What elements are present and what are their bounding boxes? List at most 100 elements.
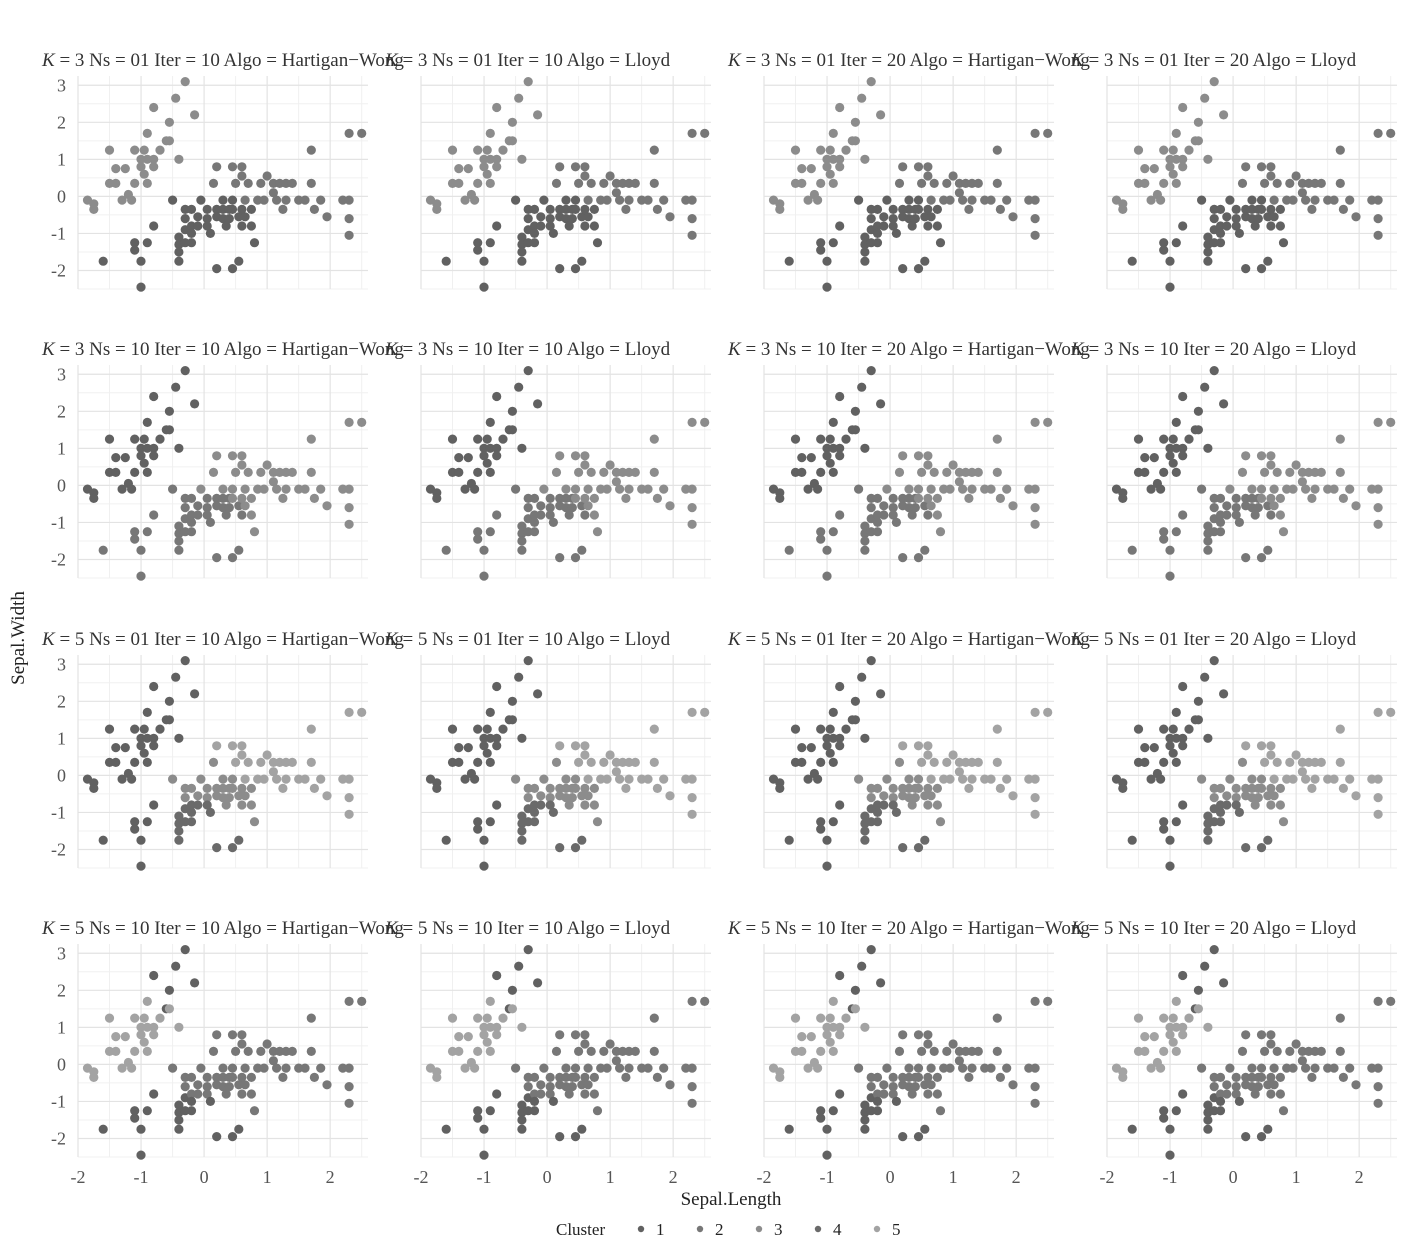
data-point-cluster-1 xyxy=(171,961,181,971)
data-point-cluster-5 xyxy=(825,1013,835,1023)
data-point-cluster-4 xyxy=(186,807,197,818)
x-tick-label: 2 xyxy=(1012,1167,1021,1187)
data-point-cluster-2 xyxy=(1373,1063,1383,1073)
data-point-cluster-3 xyxy=(854,774,864,784)
data-point-cluster-3 xyxy=(237,451,247,461)
data-point-cluster-1 xyxy=(913,264,924,274)
data-point-cluster-4 xyxy=(1203,826,1213,836)
data-point-cluster-2 xyxy=(479,571,489,581)
data-point-cluster-2 xyxy=(888,493,898,503)
data-point-cluster-2 xyxy=(942,1046,952,1056)
data-point-cluster-2 xyxy=(240,1063,250,1073)
data-point-cluster-5 xyxy=(306,757,316,768)
facet-title: K = 3 Ns = 10 Iter = 10 Algo = Lloyd xyxy=(384,339,671,360)
data-point-cluster-5 xyxy=(1288,774,1298,784)
data-point-cluster-5 xyxy=(1133,1013,1144,1023)
data-point-cluster-1 xyxy=(492,221,502,231)
data-point-cluster-5 xyxy=(142,996,152,1007)
data-point-cluster-1 xyxy=(1146,484,1156,494)
data-point-cluster-3 xyxy=(514,93,524,103)
data-point-cluster-2 xyxy=(923,510,933,520)
data-point-cluster-2 xyxy=(1266,1030,1276,1040)
data-point-cluster-1 xyxy=(1149,743,1159,753)
data-point-cluster-2 xyxy=(1285,1046,1295,1056)
data-point-cluster-1 xyxy=(860,247,870,257)
facet-title-k-symbol: K xyxy=(384,50,399,71)
data-point-cluster-4 xyxy=(1215,807,1226,818)
data-point-cluster-1 xyxy=(876,978,886,988)
data-point-cluster-3 xyxy=(479,162,489,172)
data-point-cluster-3 xyxy=(913,484,924,494)
data-point-cluster-5 xyxy=(127,1063,137,1073)
data-point-cluster-2 xyxy=(1278,1106,1289,1116)
data-point-cluster-3 xyxy=(256,467,266,477)
data-point-cluster-2 xyxy=(268,188,278,198)
data-point-cluster-1 xyxy=(539,195,549,205)
data-point-cluster-1 xyxy=(227,204,238,214)
data-point-cluster-2 xyxy=(1291,171,1301,181)
data-point-cluster-2 xyxy=(1297,1046,1307,1056)
data-point-cluster-2 xyxy=(1272,1046,1282,1056)
data-point-cluster-3 xyxy=(533,110,543,120)
data-point-cluster-3 xyxy=(624,467,634,477)
data-point-cluster-2 xyxy=(545,503,555,513)
data-point-cluster-1 xyxy=(202,221,212,231)
data-point-cluster-1 xyxy=(180,238,190,248)
data-point-cluster-1 xyxy=(180,214,190,224)
data-point-cluster-5 xyxy=(775,1072,785,1082)
data-point-cluster-1 xyxy=(205,1096,215,1106)
data-point-cluster-2 xyxy=(866,1072,876,1082)
data-point-cluster-1 xyxy=(234,256,244,266)
data-point-cluster-5 xyxy=(1168,1013,1178,1023)
data-point-cluster-2 xyxy=(1159,534,1169,544)
data-point-cluster-3 xyxy=(218,783,228,794)
data-point-cluster-3 xyxy=(913,774,924,784)
data-point-cluster-3 xyxy=(218,484,228,494)
data-point-cluster-2 xyxy=(136,545,146,555)
data-point-cluster-1 xyxy=(485,757,495,768)
data-point-cluster-1 xyxy=(570,204,581,214)
data-point-cluster-5 xyxy=(806,1032,816,1042)
data-point-cluster-1 xyxy=(910,214,920,224)
data-point-cluster-2 xyxy=(1304,178,1314,188)
data-point-cluster-1 xyxy=(1193,715,1203,725)
data-point-cluster-5 xyxy=(473,1046,483,1056)
data-point-cluster-2 xyxy=(1285,178,1295,188)
data-point-cluster-3 xyxy=(507,136,517,146)
data-point-cluster-1 xyxy=(1234,228,1244,238)
data-point-cluster-3 xyxy=(294,484,304,494)
data-point-cluster-5 xyxy=(964,783,974,794)
data-point-cluster-1 xyxy=(797,453,807,463)
data-point-cluster-5 xyxy=(1171,1046,1181,1056)
data-point-cluster-2 xyxy=(180,503,190,513)
data-point-cluster-2 xyxy=(621,1072,631,1082)
y-tick-label: -1 xyxy=(51,223,66,243)
data-point-cluster-5 xyxy=(898,741,908,751)
data-point-cluster-5 xyxy=(316,774,326,784)
data-point-cluster-1 xyxy=(473,467,483,477)
data-point-cluster-2 xyxy=(564,1089,574,1099)
data-point-cluster-2 xyxy=(1225,1063,1235,1073)
data-point-cluster-2 xyxy=(605,1039,615,1049)
y-tick-label: 2 xyxy=(57,112,66,132)
data-point-cluster-5 xyxy=(253,774,263,784)
data-point-cluster-1 xyxy=(1156,774,1166,784)
data-point-cluster-1 xyxy=(492,391,502,402)
data-point-cluster-3 xyxy=(913,451,924,461)
data-point-cluster-5 xyxy=(580,750,590,760)
data-point-cluster-1 xyxy=(857,382,867,392)
facet-title: K = 5 Ns = 01 Iter = 20 Algo = Lloyd xyxy=(1070,629,1357,650)
data-point-cluster-3 xyxy=(939,484,949,494)
data-point-cluster-3 xyxy=(935,527,946,537)
data-point-cluster-3 xyxy=(967,484,977,494)
data-point-cluster-2 xyxy=(659,195,669,205)
data-point-cluster-2 xyxy=(611,178,622,188)
data-point-cluster-2 xyxy=(1209,493,1219,503)
data-point-cluster-2 xyxy=(1237,1046,1248,1056)
data-point-cluster-1 xyxy=(139,434,149,444)
data-point-cluster-3 xyxy=(1256,493,1267,503)
data-point-cluster-1 xyxy=(882,195,892,205)
data-point-cluster-2 xyxy=(599,1046,609,1056)
data-point-cluster-5 xyxy=(1297,757,1307,768)
data-point-cluster-1 xyxy=(136,741,146,751)
